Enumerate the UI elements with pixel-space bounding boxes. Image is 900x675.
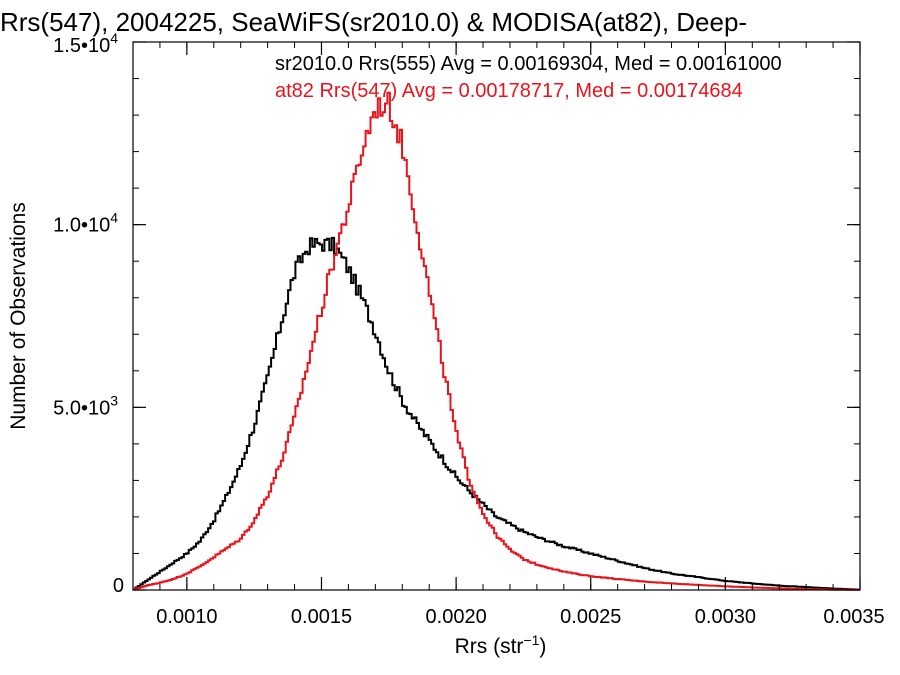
x-axis-label-superscript: −1 — [523, 632, 539, 648]
legend: sr2010.0 Rrs(555) Avg = 0.00169304, Med … — [275, 53, 782, 102]
y-axis-label-text: Number of Observations — [7, 202, 30, 430]
series-layer — [133, 91, 860, 591]
x-tick-label: 0.0020 — [426, 606, 487, 628]
chart-title: Rrs(547), 2004225, SeaWiFS(sr2010.0) & M… — [0, 7, 747, 37]
series-line-0 — [133, 236, 860, 591]
legend-entry-at82: at82 Rrs(547) Avg = 0.00178717, Med = 0.… — [275, 80, 743, 102]
legend-entry-sr2010: sr2010.0 Rrs(555) Avg = 0.00169304, Med … — [275, 53, 782, 75]
x-axis-label-text: Rrs (str — [455, 635, 524, 658]
x-tick-label: 0.0025 — [560, 606, 621, 628]
x-tick-label: 0.0030 — [695, 606, 756, 628]
x-axis-label: Rrs (str−1) — [455, 632, 547, 658]
series-line-1 — [133, 91, 860, 591]
tick-layer: 0.0010 0.0015 0.0020 0.0025 0.0030 0.0035 0 5.0… — [53, 30, 884, 628]
x-tick-label: 0.0035 — [823, 606, 884, 628]
x-tick-label: 0.0010 — [156, 606, 217, 628]
plot-frame — [132, 41, 861, 591]
y-tick-label: 1.0•104 — [53, 210, 118, 237]
x-tick-label: 0.0015 — [291, 606, 352, 628]
y-tick-label: 1.5•104 — [53, 30, 118, 57]
x-axis-label-close: ) — [539, 635, 546, 658]
y-axis-label: Number of Observations — [7, 202, 30, 430]
y-tick-label: 0 — [113, 575, 124, 597]
y-tick-label: 5.0•103 — [53, 392, 118, 419]
